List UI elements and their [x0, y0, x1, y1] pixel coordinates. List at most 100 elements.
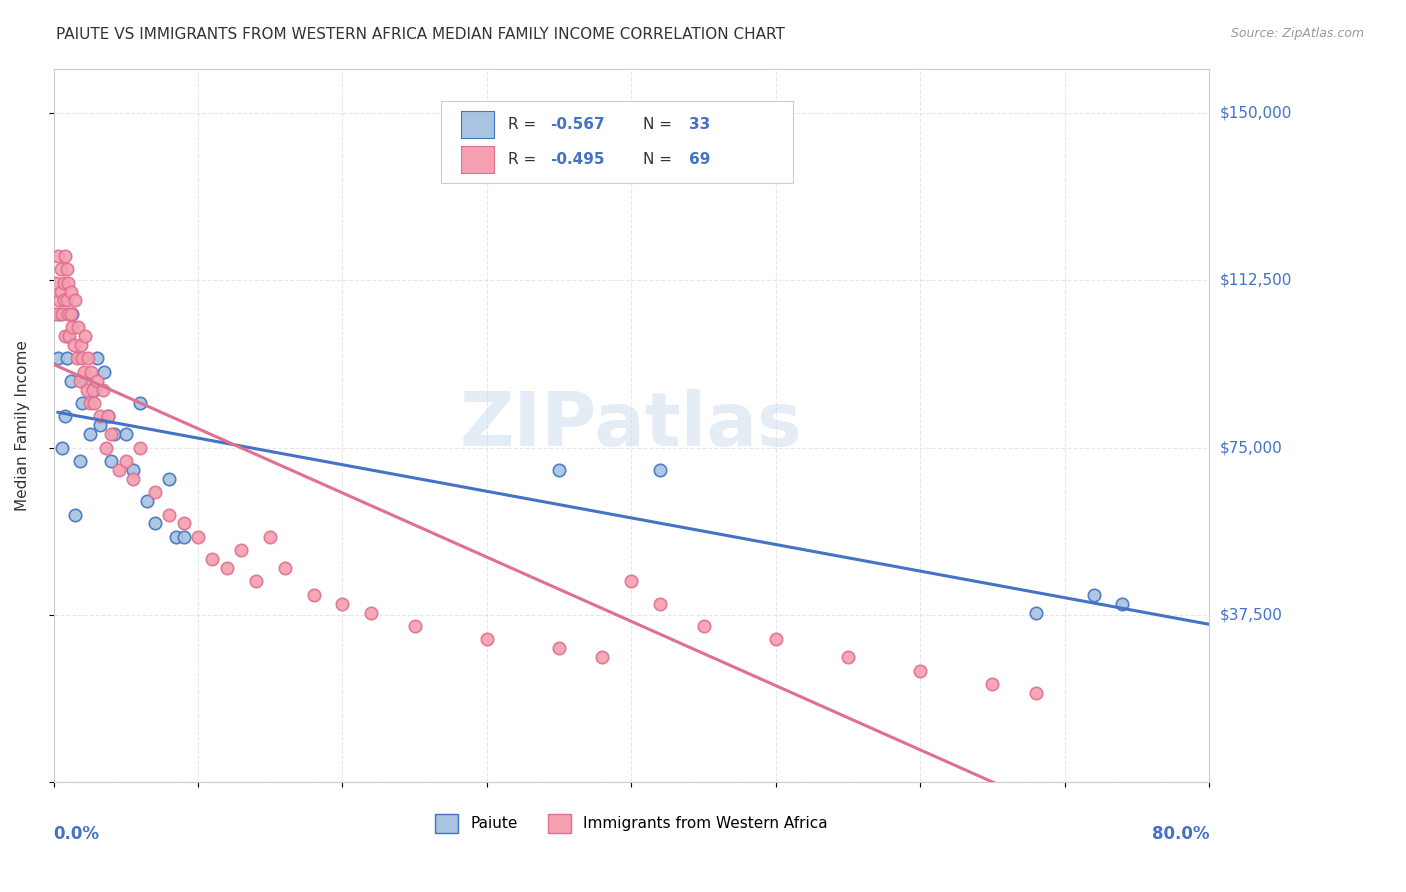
Text: N =: N =: [643, 117, 676, 132]
Point: [76, 383, 98, 397]
Point: [72, 351, 94, 366]
Point: [231, 543, 253, 558]
Point: [114, 454, 136, 468]
Point: [692, 619, 714, 633]
Point: [49, 285, 72, 299]
Point: [79, 427, 101, 442]
Point: [86, 374, 108, 388]
Point: [65, 293, 87, 308]
Point: [245, 574, 267, 589]
Point: [157, 508, 180, 522]
Point: [97, 409, 120, 424]
Point: [48, 293, 70, 308]
Point: [548, 641, 571, 656]
Point: [103, 427, 125, 442]
Point: [114, 427, 136, 442]
Point: [91, 383, 114, 397]
Text: ZIPatlas: ZIPatlas: [460, 389, 803, 462]
Point: [136, 494, 159, 508]
Point: [56, 276, 79, 290]
Text: 33: 33: [689, 117, 710, 132]
Point: [66, 351, 89, 366]
Point: [55, 293, 77, 308]
Point: [93, 365, 115, 379]
Point: [650, 463, 672, 477]
Text: $37,500: $37,500: [1220, 607, 1284, 623]
Text: $150,000: $150,000: [1220, 105, 1292, 120]
Point: [59, 307, 82, 321]
Text: -0.495: -0.495: [551, 152, 605, 167]
Point: [75, 374, 97, 388]
Point: [51, 307, 73, 321]
Point: [46, 249, 69, 263]
Point: [332, 597, 354, 611]
Point: [157, 472, 180, 486]
Point: [53, 329, 76, 343]
Legend: Paiute, Immigrants from Western Africa: Paiute, Immigrants from Western Africa: [429, 808, 834, 838]
Point: [591, 650, 613, 665]
Point: [56, 307, 79, 321]
Point: [273, 561, 295, 575]
Text: 69: 69: [689, 152, 710, 167]
Point: [1083, 588, 1105, 602]
Point: [360, 606, 382, 620]
Text: 0.0%: 0.0%: [53, 825, 100, 843]
Point: [86, 351, 108, 366]
Point: [56, 329, 79, 343]
Text: Source: ZipAtlas.com: Source: ZipAtlas.com: [1230, 27, 1364, 40]
Point: [80, 365, 103, 379]
Point: [107, 463, 129, 477]
Y-axis label: Median Family Income: Median Family Income: [15, 340, 30, 511]
Point: [69, 374, 91, 388]
Point: [1025, 686, 1047, 700]
Point: [143, 516, 166, 531]
Point: [83, 396, 105, 410]
Point: [650, 597, 672, 611]
Point: [59, 285, 82, 299]
Point: [82, 383, 104, 397]
Point: [97, 409, 120, 424]
Point: [59, 374, 82, 388]
Point: [620, 574, 643, 589]
Point: [100, 427, 122, 442]
Point: [981, 677, 1004, 691]
Point: [49, 262, 72, 277]
Point: [55, 351, 77, 366]
Point: [53, 249, 76, 263]
Point: [48, 307, 70, 321]
Text: R =: R =: [508, 117, 541, 132]
Point: [259, 530, 281, 544]
Point: [302, 588, 325, 602]
Text: R =: R =: [508, 152, 541, 167]
Point: [1025, 606, 1047, 620]
Text: -0.567: -0.567: [551, 117, 605, 132]
Point: [173, 516, 195, 531]
Point: [837, 650, 859, 665]
FancyBboxPatch shape: [461, 145, 494, 173]
Point: [67, 320, 90, 334]
Point: [143, 485, 166, 500]
Point: [173, 530, 195, 544]
Point: [69, 454, 91, 468]
Point: [53, 409, 76, 424]
Point: [60, 320, 83, 334]
Point: [83, 383, 105, 397]
FancyBboxPatch shape: [440, 101, 793, 183]
Point: [215, 561, 238, 575]
Point: [404, 619, 426, 633]
Text: $75,000: $75,000: [1220, 440, 1282, 455]
Point: [187, 530, 209, 544]
Point: [77, 351, 100, 366]
Point: [70, 338, 93, 352]
Point: [548, 463, 571, 477]
Point: [165, 530, 187, 544]
Point: [51, 441, 73, 455]
FancyBboxPatch shape: [461, 111, 494, 137]
Point: [122, 463, 145, 477]
Point: [129, 441, 152, 455]
Point: [1111, 597, 1133, 611]
Point: [122, 472, 145, 486]
Point: [72, 396, 94, 410]
Text: PAIUTE VS IMMIGRANTS FROM WESTERN AFRICA MEDIAN FAMILY INCOME CORRELATION CHART: PAIUTE VS IMMIGRANTS FROM WESTERN AFRICA…: [56, 27, 785, 42]
Point: [45, 276, 67, 290]
